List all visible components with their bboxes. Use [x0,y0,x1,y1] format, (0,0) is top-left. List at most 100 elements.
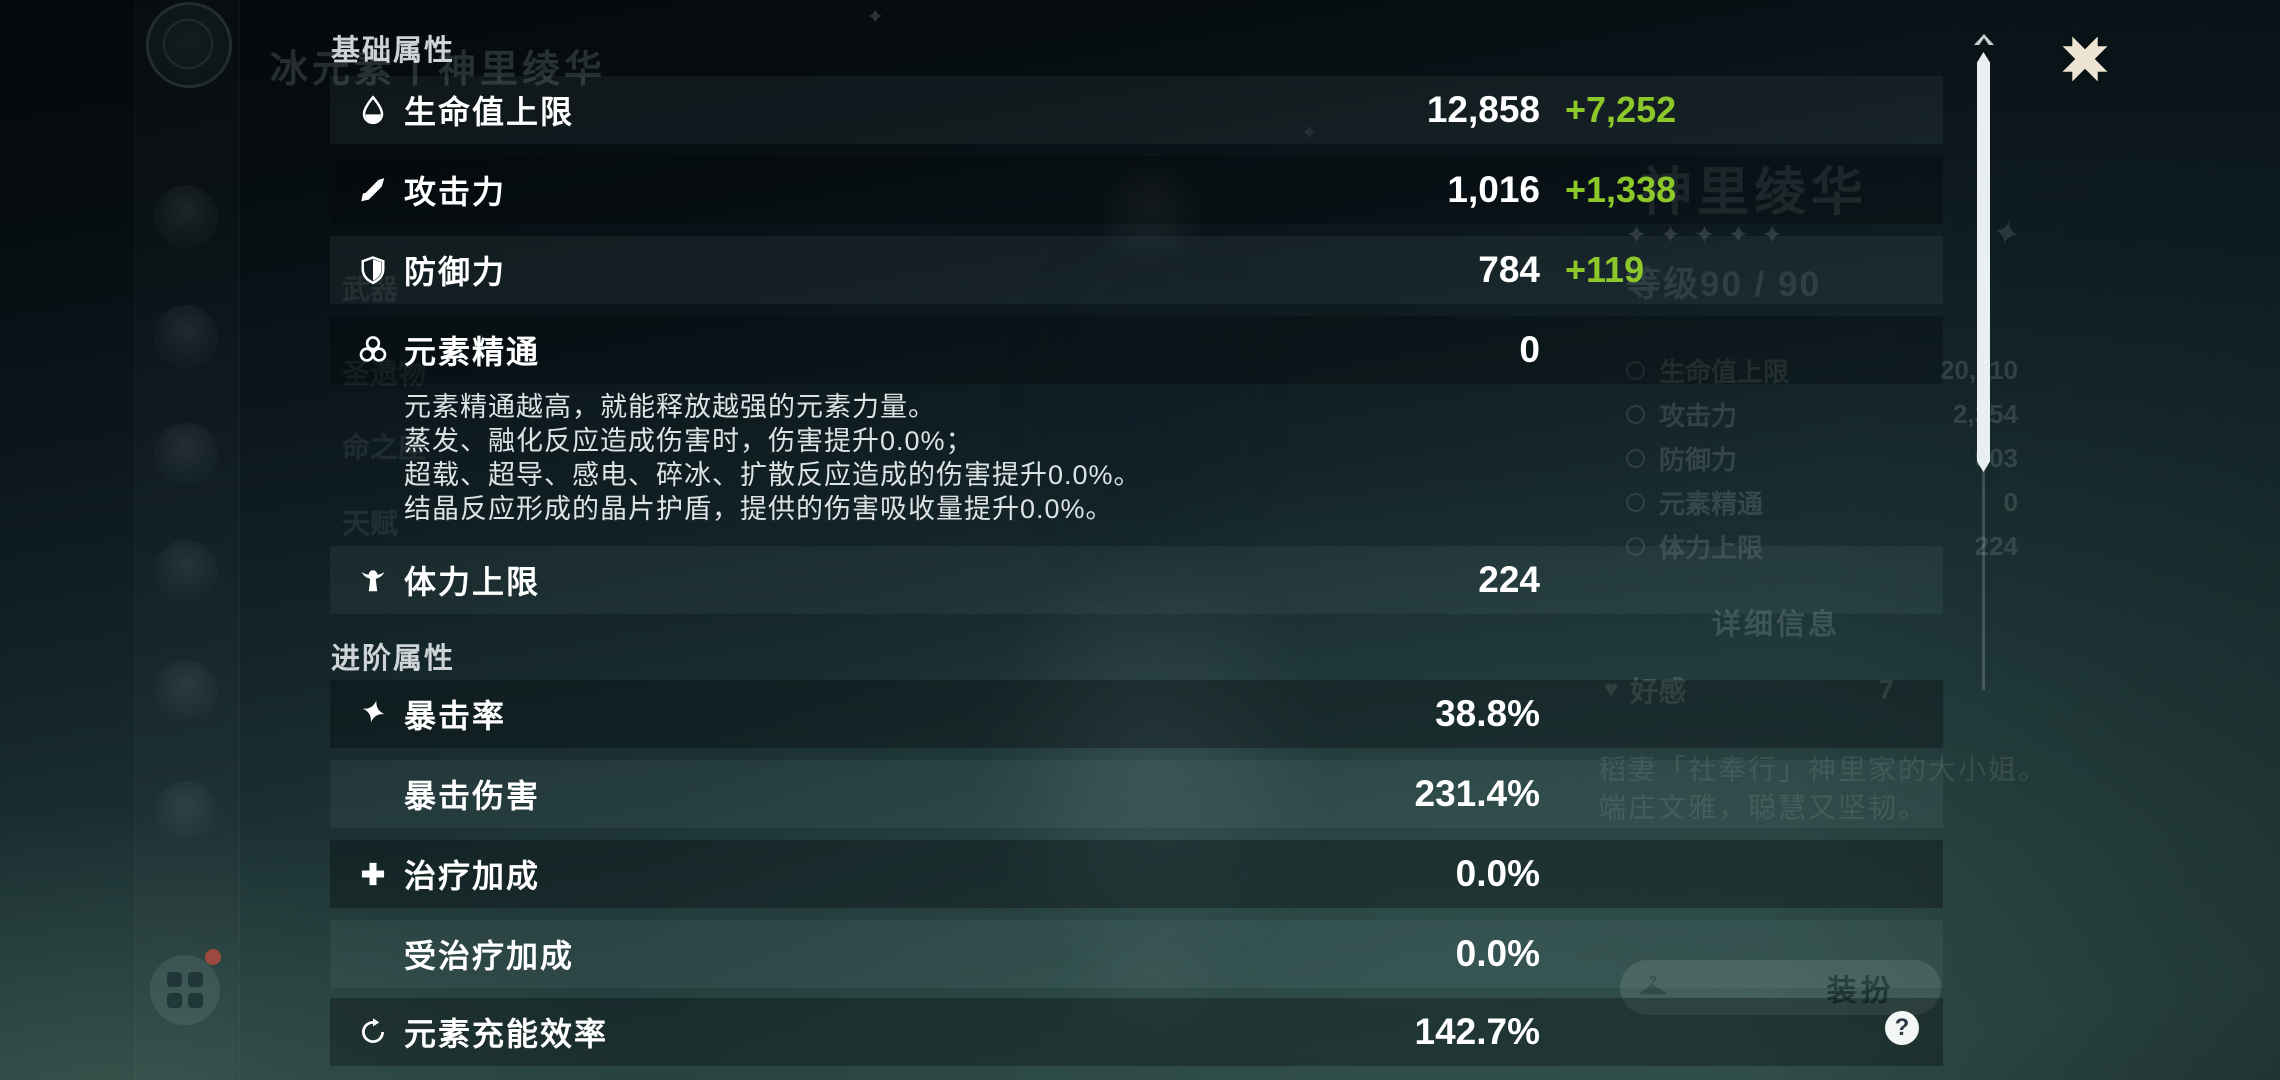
ghost-menu-talents: 天赋 [342,508,399,539]
section-header-advanced: 进阶属性 [331,643,456,675]
ghost-stat-row: 元素精通 0 [1626,480,2018,524]
stat-value: 0.0% [1455,933,1540,974]
ghost-atk-icon [1626,404,1645,424]
rarity-stars: ✦✦✦✦✦ [1626,221,1796,249]
character-level: 等级90 / 90 [1626,265,1822,304]
stat-value: 12,858 [1426,89,1540,130]
element-character-title: 冰元素丨神里绫华 [270,49,607,91]
hp-icon [356,93,390,127]
sidebar-character-avatar[interactable] [154,305,218,369]
ghost-stat-row: 体力上限 224 [1626,524,2018,568]
stat-delta: +119 [1565,249,1645,290]
ghost-stat-label: 元素精通 [1659,488,1764,519]
hanger-icon [1636,971,1670,1005]
section-header-basic: 基础属性 [331,35,456,67]
ghost-stat-row: 防御力 903 [1626,436,2018,480]
atk-icon [356,173,390,207]
active-character-emblem[interactable] [146,2,232,88]
stat-delta: +7,252 [1565,89,1677,130]
scroll-up-caret[interactable] [1974,34,1994,45]
stat-value: 142.7% [1414,1011,1541,1052]
stat-value: 38.8% [1435,693,1540,734]
ghost-stat-value: 0 [2003,486,2018,517]
stat-value: 784 [1478,249,1540,290]
stat-row-incoming-healing: 受治疗加成 0.0% [330,920,1943,988]
friendship-heart-icon: ♥ [1604,676,1619,703]
character-artwork [1060,930,1240,1040]
ghost-stat-label: 体力上限 [1659,532,1764,563]
friendship-value: 7 [1878,674,1894,705]
stat-label: 元素充能效率 [404,1016,609,1052]
character-artwork [980,540,1320,980]
stat-label: 攻击力 [404,174,507,210]
elemental-mastery-description: 元素精通越高，就能释放越强的元素力量。 蒸发、融化反应造成伤害时，伤害提升0.0… [404,392,1142,524]
sidebar-character-avatar[interactable] [154,660,218,724]
ghost-menu-artifacts: 圣遗物 [342,358,427,389]
ghost-menu-weapon: 武器 [342,274,399,305]
stat-label: 治疗加成 [404,858,541,894]
stat-label: 受治疗加成 [404,938,575,974]
stat-value: 0.0% [1455,853,1540,894]
stat-row-energy-recharge: 元素充能效率 142.7% [330,998,1943,1066]
party-setup-button[interactable] [150,949,221,1025]
stat-label: 体力上限 [404,564,541,600]
character-description: 稻妻「社奉行」神里家的大小姐。 [1598,754,2049,785]
stat-row-healing-bonus: 治疗加成 0.0% [330,840,1943,908]
ghost-stat-value: 224 [1974,530,2018,561]
tab-details[interactable]: 详细信息 [1712,609,1841,641]
stat-delta: +1,338 [1565,169,1677,210]
sparkle-icon: ✦ [1988,212,2025,256]
close-button[interactable] [2056,30,2114,88]
scrollbar-thumb[interactable] [1977,52,1990,472]
elemental-mastery-icon [356,333,390,367]
stat-label: 元素精通 [404,334,541,370]
character-description: 端庄文雅，聪慧又坚韧。 [1598,792,1929,823]
ghost-menu-constellation: 命之座 [342,432,427,463]
ghost-def-icon [1626,448,1645,468]
sidebar-character-avatar[interactable] [154,423,218,487]
stat-value: 0 [1519,329,1540,370]
help-button[interactable]: ? [1885,1011,1919,1045]
energy-recharge-icon [356,1015,390,1049]
healing-cross-icon [356,857,390,891]
ghost-em-icon [1626,492,1645,512]
sidebar-character-avatar[interactable] [154,540,218,604]
character-artwork [1095,155,1205,265]
sidebar-character-avatar[interactable] [154,781,218,845]
outfit-button-label: 装扮 [1826,974,1895,1008]
snowflake-decoration: ✦ [1300,120,1319,145]
grid-icon [167,972,203,1008]
stat-value: 1,016 [1447,169,1540,210]
outfit-button[interactable]: 装扮 [1620,960,1941,1015]
friendship-row: ♥ 好感 7 [1604,670,1894,710]
stat-label: 防御力 [404,254,507,290]
def-icon [356,253,390,287]
notification-badge [205,949,221,965]
stat-label: 生命值上限 [404,94,575,130]
friendship-label: 好感 [1630,676,1687,707]
character-name: 神里绫华 [1640,164,1869,222]
stat-row-crit-rate: 暴击率 38.8% [330,680,1943,748]
stat-value: 224 [1478,559,1540,600]
question-mark-icon: ? [1894,1014,1910,1041]
snowflake-decoration: ✦ [866,4,885,29]
ghost-stat-label: 攻击力 [1659,400,1738,431]
crit-rate-icon [356,697,390,731]
stamina-icon [356,563,390,597]
ghost-stamina-icon [1626,536,1645,556]
stat-row-elemental-mastery: 元素精通 0 [330,316,1943,384]
ghost-hp-icon [1626,360,1645,380]
stat-row-hp: 生命值上限 12,858 +7,252 [330,76,1943,144]
ghost-stat-row: 攻击力2,354 [1626,392,2018,436]
stat-value: 231.4% [1414,773,1541,814]
stat-row-def: 防御力 784 +119 [330,236,1943,304]
ghost-stat-label: 生命值上限 [1659,356,1790,387]
stat-label: 暴击率 [404,698,507,734]
sidebar-character-avatar[interactable] [154,185,218,249]
close-icon [2062,36,2107,81]
stat-label: 暴击伤害 [404,778,541,814]
ghost-stat-label: 防御力 [1659,444,1738,475]
stat-row-stamina: 体力上限 224 [330,546,1943,614]
stat-row-atk: 攻击力 1,016 +1,338 [330,156,1943,224]
